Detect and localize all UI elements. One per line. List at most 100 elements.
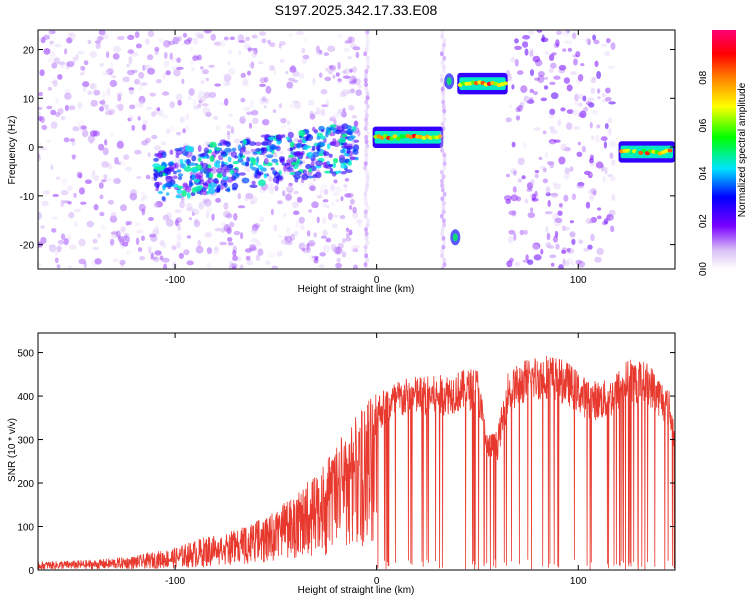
spectrogram-noise-blob bbox=[175, 219, 179, 227]
spectrogram-noise-blob bbox=[101, 99, 106, 107]
spectrogram-noise-blob bbox=[138, 103, 142, 107]
spectrogram-streak-blob bbox=[363, 165, 368, 171]
spectrogram-noise-blob bbox=[517, 157, 525, 166]
spectrogram-trend-blob bbox=[174, 162, 179, 169]
spectrogram-noise-blob bbox=[357, 130, 361, 137]
spectrogram-trend-blob bbox=[207, 176, 214, 184]
spectrogram-noise-blob bbox=[540, 165, 546, 170]
spectrogram-noise-blob bbox=[522, 142, 527, 148]
spectrogram-noise-blob bbox=[126, 69, 135, 76]
spectrogram-noise-blob bbox=[169, 126, 175, 132]
spectrogram-noise-blob bbox=[89, 83, 95, 89]
spectrogram-noise-blob bbox=[141, 235, 145, 241]
spectrogram-trend-blob bbox=[173, 170, 177, 175]
spectrogram-noise-blob bbox=[243, 43, 251, 50]
spectrogram-noise-blob bbox=[354, 78, 361, 86]
spectrogram-noise-blob bbox=[131, 69, 138, 74]
spectrogram-noise-blob bbox=[548, 114, 555, 119]
spectrogram-streak-blob bbox=[440, 178, 444, 184]
spectrogram-noise-blob bbox=[109, 215, 118, 223]
spectrogram-trend-blob bbox=[225, 142, 231, 148]
spectrogram-trend-blob bbox=[232, 161, 240, 165]
spectrogram-ylabel: Frequency (Hz) bbox=[7, 116, 18, 185]
spectrogram-noise-blob bbox=[176, 240, 182, 249]
spectrogram-trend-blob bbox=[194, 185, 202, 192]
spectrogram-noise-blob bbox=[38, 115, 43, 122]
spectrogram-streak-blob bbox=[363, 196, 368, 202]
spectrogram-noise-blob bbox=[189, 47, 193, 51]
spectrogram-noise-blob bbox=[113, 45, 121, 53]
spectrogram-trend-blob bbox=[306, 133, 312, 139]
spectrogram-streak-blob bbox=[365, 95, 370, 101]
spectrogram-noise-blob bbox=[155, 200, 164, 208]
spectrogram-streak-blob bbox=[364, 235, 369, 241]
spectrogram-streak-blob bbox=[441, 99, 446, 105]
spectrogram-noise-blob bbox=[201, 30, 208, 35]
spectrogram-noise-blob bbox=[227, 132, 231, 141]
spectrogram-noise-blob bbox=[348, 105, 355, 111]
spectrogram-streak-blob bbox=[441, 209, 446, 215]
spectrogram-noise-blob bbox=[219, 241, 228, 246]
spectrogram-noise-blob bbox=[65, 61, 70, 70]
spectrogram-noise-blob bbox=[117, 161, 121, 165]
spectrogram-spot-core bbox=[452, 233, 458, 242]
spectrogram-noise-blob bbox=[165, 212, 173, 220]
spectrogram-streak-blob bbox=[441, 104, 446, 110]
spectrogram-noise-blob bbox=[116, 91, 124, 97]
spectrogram-noise-blob bbox=[526, 182, 534, 190]
spectrogram-noise-blob bbox=[330, 183, 335, 188]
spectrogram-streak-blob bbox=[363, 161, 368, 167]
spectrogram-noise-blob bbox=[99, 106, 104, 112]
spectrogram-noise-blob bbox=[122, 241, 129, 247]
spectrogram-noise-blob bbox=[253, 223, 261, 229]
spectrogram-trend-blob bbox=[249, 184, 258, 188]
spectrogram-noise-blob bbox=[606, 38, 611, 44]
spectrogram-noise-blob bbox=[538, 156, 543, 161]
spectrogram-noise-blob bbox=[233, 213, 238, 221]
spectrogram-streak-blob bbox=[440, 33, 445, 39]
spectrogram-noise-blob bbox=[558, 156, 566, 165]
spectrogram-noise-blob bbox=[341, 111, 347, 118]
spectrogram-noise-blob bbox=[609, 216, 615, 222]
colorbar-ticks: 0.0 0.2 0.4 0.6 0.8 bbox=[698, 70, 709, 276]
spectrogram-noise-blob bbox=[550, 192, 559, 197]
spectrogram-noise-blob bbox=[240, 232, 244, 240]
spectrogram-noise-blob bbox=[335, 72, 340, 77]
spectrogram-noise-blob bbox=[549, 163, 554, 169]
spectrogram-noise-blob bbox=[227, 237, 233, 242]
spectrogram-noise-blob bbox=[66, 61, 75, 68]
spectrogram-noise-blob bbox=[271, 265, 279, 269]
spectrogram-noise-blob bbox=[333, 179, 338, 184]
spectrogram-noise-blob bbox=[92, 238, 98, 244]
spectrogram-noise-blob bbox=[515, 115, 521, 121]
spectrogram-trend-blob bbox=[353, 120, 359, 127]
snr-frame bbox=[37, 332, 676, 571]
spectrogram-noise-blob bbox=[555, 39, 560, 47]
spectrogram-noise-blob bbox=[526, 188, 533, 192]
spectrogram-noise-blob bbox=[196, 95, 202, 101]
spectrogram-trend-blob bbox=[209, 182, 218, 188]
spectrogram-noise-blob bbox=[122, 76, 130, 83]
spectrogram-noise-blob bbox=[68, 105, 76, 111]
spectrogram-noise-blob bbox=[292, 210, 300, 216]
spectrogram-trend-blob bbox=[301, 173, 309, 181]
spectrogram-noise-blob bbox=[547, 245, 555, 249]
spectrogram-noise-blob bbox=[253, 47, 258, 55]
spectrogram-trend-blob bbox=[286, 167, 294, 173]
spectrogram-noise-blob bbox=[237, 34, 245, 42]
spectrogram-trend-blob bbox=[312, 126, 316, 132]
spectrogram-noise-blob bbox=[347, 89, 355, 94]
spectrogram-noise-blob bbox=[68, 211, 75, 219]
spectrogram-noise-blob bbox=[546, 232, 551, 241]
spectrogram-noise-blob bbox=[142, 64, 146, 71]
spectrogram-noise-blob bbox=[550, 262, 555, 267]
spectrogram-trend-blob bbox=[203, 167, 211, 174]
spectrogram-noise-blob bbox=[97, 36, 104, 41]
spectrogram-noise-blob bbox=[135, 237, 140, 246]
spectrogram-noise-blob bbox=[104, 110, 113, 116]
spectrogram-noise-blob bbox=[585, 217, 593, 225]
spectrogram-noise-blob bbox=[243, 106, 251, 112]
spectrogram-noise-blob bbox=[583, 248, 590, 252]
spectrogram-streak-blob bbox=[440, 183, 445, 189]
